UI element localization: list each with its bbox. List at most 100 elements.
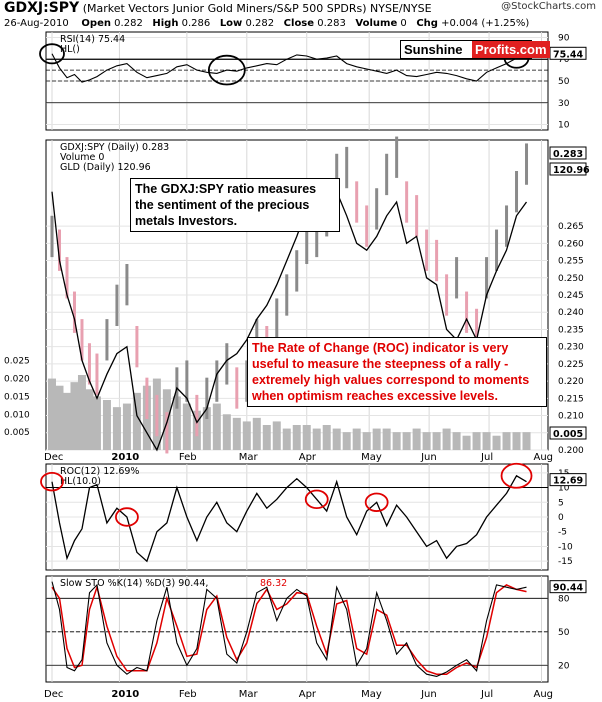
y-tick-label: 80	[558, 594, 570, 604]
sunshine-profits-logo: Sunshine Profits.com	[400, 40, 550, 59]
last-value-label: 90.44	[553, 583, 583, 594]
last-value-label: 0.005	[553, 429, 583, 440]
y-tick-label: 0.220	[558, 377, 584, 387]
volume-bar	[122, 403, 131, 450]
volume-bar	[85, 389, 94, 450]
y-tick-label: 0.255	[558, 257, 584, 267]
y-tick-label: 0.250	[558, 274, 584, 284]
stockcharts-logo: @StockCharts.com	[501, 1, 596, 12]
last-value-box	[549, 146, 587, 160]
volume-bar	[352, 428, 361, 450]
stochastic-k-line	[51, 581, 527, 677]
volume-bar	[242, 421, 251, 450]
y-tick-label: 0.245	[558, 291, 584, 301]
volume-value: 0	[400, 18, 407, 29]
month-label-lower: Jun	[420, 689, 437, 700]
legend-entry: ROC(12) 12.69%	[60, 466, 139, 477]
volume-bar	[232, 417, 241, 450]
volume-bar	[262, 425, 271, 450]
y-tick-label: -10	[558, 542, 573, 552]
volume-bar	[92, 396, 101, 450]
volume-bar	[222, 414, 231, 450]
volume-bar	[202, 407, 211, 450]
open-value: 0.282	[114, 18, 143, 29]
last-value-label: 120.96	[553, 165, 590, 176]
y-tick-label: 0.200	[558, 446, 584, 456]
month-label-upper: Apr	[299, 452, 317, 463]
legend-entry: HL()	[60, 44, 80, 55]
y-tick-label: -15	[558, 557, 573, 567]
x-axis: Dec Dec 2010 2010 Feb Feb Mar Mar Apr Apr May May Ju…	[44, 452, 553, 700]
volume-tick-label: 0.020	[4, 375, 30, 385]
volume-bar	[332, 428, 341, 450]
volume-bar	[432, 432, 441, 450]
last-value-label: 0.283	[553, 149, 583, 160]
symbol-description: (Market Vectors Junior Gold Miners/S&P 5…	[82, 2, 367, 15]
volume-bar	[512, 432, 521, 450]
ratio-annotation: The GDXJ:SPY ratio measures the sentimen…	[130, 178, 340, 232]
roc-highlight-circle	[40, 471, 64, 492]
volume-tick-label: 0.015	[4, 392, 30, 402]
volume-bar	[442, 428, 451, 450]
month-label-upper: Mar	[239, 452, 259, 463]
chart-title: GDXJ:SPY (Market Vectors Junior Gold Min…	[4, 0, 432, 16]
last-value-box	[549, 46, 587, 60]
volume-tick-label: 0.025	[4, 357, 30, 367]
rsi-highlight-circle	[207, 54, 246, 86]
volume-bar	[362, 432, 371, 450]
volume-bar	[522, 432, 531, 450]
roc-highlight-circle	[364, 492, 389, 512]
volume-bar	[282, 428, 291, 450]
y-tick-label: 0.235	[558, 325, 584, 335]
volume-bar	[402, 432, 411, 450]
high-value: 0.286	[181, 18, 211, 29]
quote-line: 26-Aug-2010 Open 0.282 High 0.286 Low 0.…	[4, 18, 530, 29]
volume-bar	[112, 407, 121, 450]
last-value-label: 75.44	[553, 49, 583, 60]
volume-bar	[182, 403, 191, 450]
volume-bar	[252, 417, 261, 450]
y-tick-label: 50	[558, 628, 570, 638]
volume-bar	[172, 396, 181, 450]
month-label-lower: Aug	[534, 689, 554, 700]
month-label-upper: Aug	[534, 452, 554, 463]
last-value-box	[549, 162, 587, 176]
roc-annotation: The Rate of Change (ROC) indicator is ve…	[247, 337, 547, 407]
legend-entry: RSI(14) 75.44	[60, 34, 125, 45]
legend-entry: Slow STO %K(14) %D(3) 90.44,	[60, 578, 208, 589]
month-label-lower: Mar	[239, 689, 259, 700]
roc-highlight-circle	[115, 507, 139, 527]
rsi-line	[51, 53, 527, 83]
quote-date: 26-Aug-2010	[4, 18, 69, 29]
volume-bar	[342, 432, 351, 450]
volume-bar	[412, 428, 421, 450]
roc-highlight-circle	[304, 489, 329, 510]
volume-bar	[422, 432, 431, 450]
y-tick-label: 0.215	[558, 394, 584, 404]
volume-bar	[382, 428, 391, 450]
month-label-lower: Feb	[179, 689, 197, 700]
volume-bar	[77, 375, 86, 450]
roc-highlight-circle	[500, 462, 533, 489]
y-tick-label: 0.260	[558, 239, 584, 249]
exchange: NYSE/NYSE	[370, 2, 432, 15]
change-value: +0.004 (+1.25%)	[441, 18, 530, 29]
y-tick-label: 0	[558, 513, 564, 523]
month-label-upper: Jul	[480, 452, 493, 463]
stochastic-d-line	[51, 584, 527, 675]
last-value-box	[549, 580, 587, 594]
y-tick-label: 0.210	[558, 412, 584, 422]
y-tick-label: 5	[558, 498, 564, 508]
volume-bar	[472, 432, 481, 450]
symbol: GDXJ:SPY	[4, 0, 80, 16]
y-tick-label: 0.230	[558, 343, 584, 353]
volume-bar	[322, 425, 331, 450]
legend-entry: HL(10.0)	[60, 476, 101, 487]
volume-bar	[372, 428, 381, 450]
volume-bar	[55, 385, 64, 450]
y-tick-label: 30	[558, 99, 570, 109]
volume-bar	[70, 382, 79, 450]
